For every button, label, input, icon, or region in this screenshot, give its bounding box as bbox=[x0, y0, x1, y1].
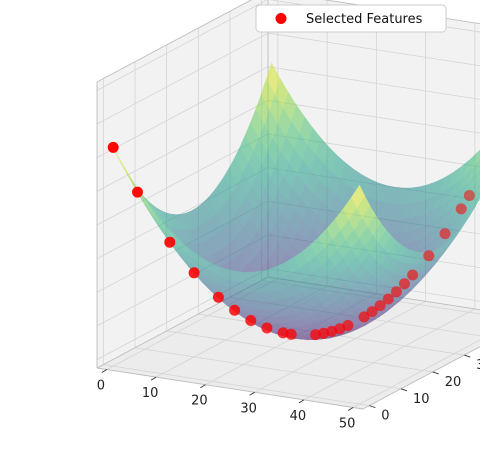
x-tick-label: 40 bbox=[290, 409, 307, 424]
scatter-point bbox=[423, 250, 435, 262]
x-tick-label: 0 bbox=[97, 379, 105, 394]
grid-line-x-floor bbox=[352, 339, 480, 408]
y-tick-mark bbox=[432, 371, 439, 375]
scatter-point bbox=[374, 300, 386, 312]
y-tick-label: 20 bbox=[445, 375, 462, 390]
scatter-point bbox=[358, 311, 370, 323]
scatter-point bbox=[310, 329, 321, 341]
scatter-point bbox=[366, 306, 378, 318]
scatter-point bbox=[261, 322, 273, 334]
legend-box bbox=[255, 4, 447, 33]
scatter-point bbox=[107, 141, 119, 153]
pane-edge bbox=[362, 346, 480, 410]
grid-line-y-floor bbox=[134, 347, 402, 390]
y-tick-label: 0 bbox=[381, 409, 389, 424]
scatter-point bbox=[229, 304, 241, 316]
grid-line-x-floor bbox=[303, 308, 476, 401]
x-tick-mark bbox=[200, 384, 206, 389]
grid-line-z-left bbox=[96, 99, 269, 192]
x-tick-mark bbox=[298, 399, 305, 404]
axis-ticks: 0102030405001020304050020040060080010001… bbox=[97, 354, 480, 432]
y-tick-mark bbox=[400, 388, 408, 392]
scatter-point bbox=[382, 293, 394, 305]
scatter-point bbox=[399, 278, 410, 290]
scatter-point bbox=[277, 327, 289, 339]
y-tick-mark bbox=[369, 405, 376, 409]
x-tick-mark bbox=[347, 407, 354, 411]
scatter-points bbox=[107, 141, 480, 341]
grid-line-y-floor bbox=[166, 330, 433, 373]
grid-line-x-floor bbox=[254, 300, 426, 393]
grid-line-z-right bbox=[267, 32, 480, 67]
grid-line-z-left bbox=[96, 32, 269, 125]
scatter-point bbox=[455, 203, 467, 215]
grid-line-z-left bbox=[96, 0, 268, 91]
grid-line-z-right bbox=[267, 99, 480, 134]
grid-line-z-left bbox=[96, 66, 269, 159]
scatter-point bbox=[212, 291, 224, 303]
y-tick-label: 30 bbox=[476, 358, 480, 373]
scatter-point bbox=[318, 327, 330, 339]
x-tick-mark bbox=[249, 391, 255, 396]
x-tick-label: 10 bbox=[142, 386, 159, 401]
x-tick-label: 20 bbox=[191, 394, 208, 409]
scatter-point bbox=[132, 186, 143, 198]
legend: Selected Features bbox=[255, 4, 447, 33]
scatter-point bbox=[463, 190, 475, 201]
scatter-point bbox=[390, 286, 402, 298]
grid-line-z-right bbox=[267, 66, 480, 100]
x-tick-label: 50 bbox=[339, 417, 356, 432]
legend-marker bbox=[275, 13, 287, 24]
x-tick-mark bbox=[101, 369, 108, 373]
pane-edge bbox=[96, 0, 253, 83]
y-tick-label: 10 bbox=[413, 392, 430, 407]
pane-edge bbox=[96, 367, 364, 410]
scatter-point bbox=[439, 228, 451, 240]
scatter-point bbox=[407, 269, 419, 281]
scatter-point bbox=[245, 315, 257, 326]
y-tick-mark bbox=[464, 354, 471, 358]
grid-line-y-floor bbox=[103, 364, 370, 407]
x-tick-mark bbox=[150, 376, 157, 381]
scatter-point bbox=[285, 328, 297, 340]
surface-cell bbox=[112, 147, 127, 174]
scatter-point bbox=[188, 267, 200, 279]
legend-label: Selected Features bbox=[306, 12, 423, 27]
scatter-point bbox=[164, 236, 176, 248]
x-tick-label: 30 bbox=[240, 401, 257, 416]
